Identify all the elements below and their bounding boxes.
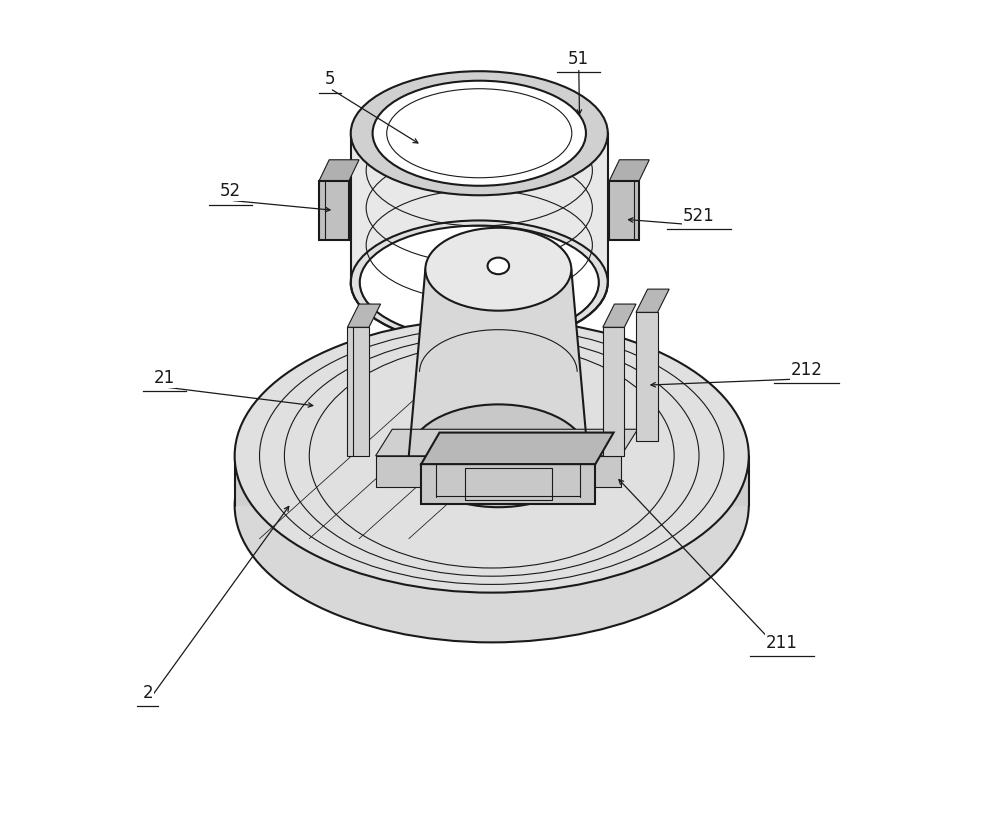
Text: 521: 521 <box>683 207 715 225</box>
Polygon shape <box>636 312 658 441</box>
Text: 5: 5 <box>325 71 335 88</box>
Text: 52: 52 <box>220 182 241 201</box>
Ellipse shape <box>235 369 749 642</box>
Polygon shape <box>347 304 381 327</box>
Ellipse shape <box>373 81 586 186</box>
Polygon shape <box>376 456 621 488</box>
Polygon shape <box>351 133 608 283</box>
Polygon shape <box>319 181 349 240</box>
Polygon shape <box>421 464 595 504</box>
Polygon shape <box>636 290 669 312</box>
Polygon shape <box>609 181 639 240</box>
Ellipse shape <box>409 404 588 508</box>
Polygon shape <box>421 433 614 464</box>
Text: 211: 211 <box>766 634 798 652</box>
Text: 21: 21 <box>154 369 175 387</box>
Polygon shape <box>235 456 749 506</box>
Ellipse shape <box>360 225 599 339</box>
Text: 51: 51 <box>568 50 589 67</box>
Polygon shape <box>347 327 369 456</box>
Ellipse shape <box>387 89 572 178</box>
Text: 212: 212 <box>791 361 823 379</box>
Polygon shape <box>609 160 649 181</box>
Polygon shape <box>603 327 624 456</box>
Polygon shape <box>319 160 359 181</box>
Polygon shape <box>409 270 588 456</box>
Ellipse shape <box>351 72 608 196</box>
Ellipse shape <box>425 228 571 310</box>
Ellipse shape <box>488 258 509 275</box>
Text: 2: 2 <box>142 684 153 702</box>
Ellipse shape <box>235 319 749 592</box>
Polygon shape <box>603 304 636 327</box>
Polygon shape <box>376 429 638 456</box>
Ellipse shape <box>351 220 608 344</box>
